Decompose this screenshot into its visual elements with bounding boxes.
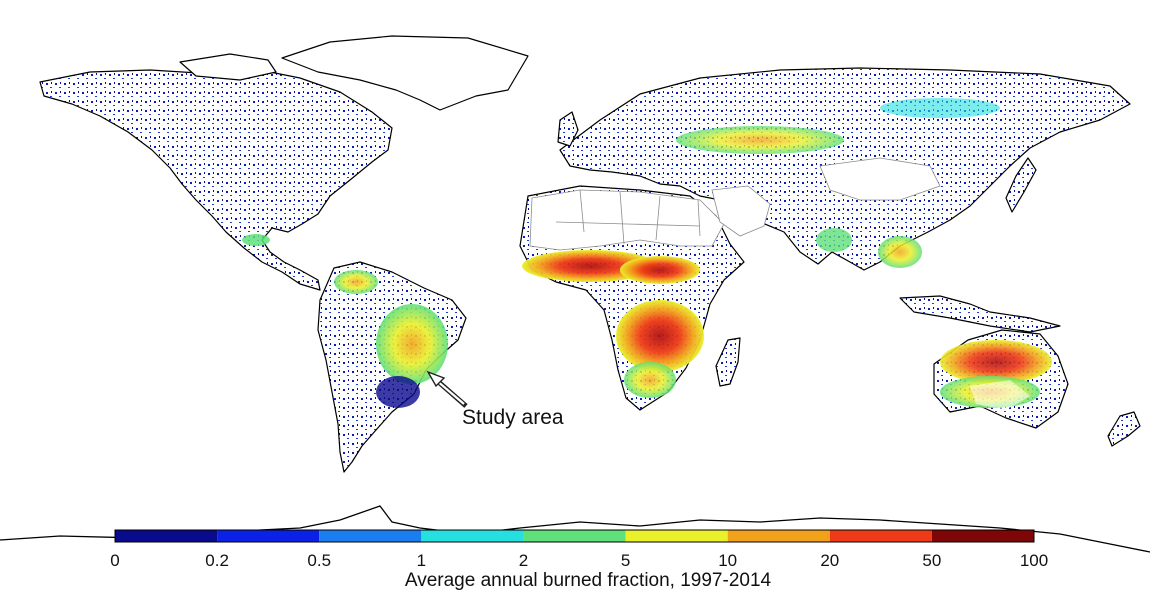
hotspot-central-africa <box>620 256 700 284</box>
colorbar-segment <box>727 530 830 542</box>
colorbar-tick-label: 1 <box>417 551 426 570</box>
hotspot-central-america <box>242 234 270 246</box>
antarctica <box>0 505 1150 553</box>
colorbar-segment <box>829 530 932 542</box>
colorbar-segment <box>319 530 422 542</box>
colorbar-tick-label: 0 <box>110 551 119 570</box>
callout-arrow-inner <box>435 379 465 405</box>
arabia <box>711 185 771 237</box>
arctic-islands <box>179 53 277 81</box>
callout-arrowhead <box>426 370 446 388</box>
greenland <box>281 35 529 111</box>
north-america <box>39 69 393 291</box>
colorbar-tick-label: 0.5 <box>307 551 331 570</box>
study-area-label: Study area <box>462 406 564 429</box>
colorbar-tick-label: 2 <box>519 551 528 570</box>
border-line <box>619 191 625 245</box>
australian-desert <box>970 380 1030 410</box>
hotspot-se-asia <box>878 236 922 268</box>
colorbar-segment <box>217 530 320 542</box>
colorbar-tick-label: 100 <box>1020 551 1048 570</box>
colorbar: 0 0.2 0.5 1 2 5 10 20 50 100 <box>110 529 1048 570</box>
colorbar-tick-label: 50 <box>922 551 941 570</box>
colorbar-title: Average annual burned fraction, 1997-201… <box>405 570 772 591</box>
border-line <box>697 199 701 237</box>
new-zealand <box>1107 411 1141 447</box>
colorbar-tick-label: 5 <box>621 551 630 570</box>
japan <box>1005 157 1037 213</box>
border-line <box>555 221 701 227</box>
colorbar-tick-label: 0.2 <box>205 551 229 570</box>
desert-areas <box>529 157 1030 410</box>
hotspot-venezuela <box>334 270 378 294</box>
colorbar-segment <box>115 530 218 542</box>
colorbar-tick-label: 10 <box>718 551 737 570</box>
hotspot-south-africa <box>624 362 676 398</box>
colorbar-segment <box>931 530 1034 542</box>
hotspot-kazakh-steppe <box>676 126 844 154</box>
great-britain <box>557 111 579 147</box>
border-line <box>579 189 585 233</box>
colorbar-segment <box>523 530 626 542</box>
sahara <box>529 189 725 251</box>
hotspot-north-australia <box>940 340 1052 384</box>
madagascar <box>715 337 741 387</box>
hotspot-southern-africa <box>616 300 704 372</box>
hotspot-brazil <box>376 304 448 384</box>
border-line <box>655 195 661 241</box>
central-asia-desert <box>819 157 941 201</box>
hotspot-siberia <box>880 98 1000 118</box>
colorbar-segment <box>625 530 728 542</box>
study-area-highlight <box>376 376 420 408</box>
colorbar-tick-label: 20 <box>820 551 839 570</box>
hotspot-india <box>816 228 852 252</box>
colorbar-frame <box>114 529 1035 543</box>
country-borders <box>555 189 701 245</box>
colorbar-segment <box>421 530 524 542</box>
indonesia <box>899 295 1061 333</box>
study-area-callout: Study area <box>376 370 564 429</box>
